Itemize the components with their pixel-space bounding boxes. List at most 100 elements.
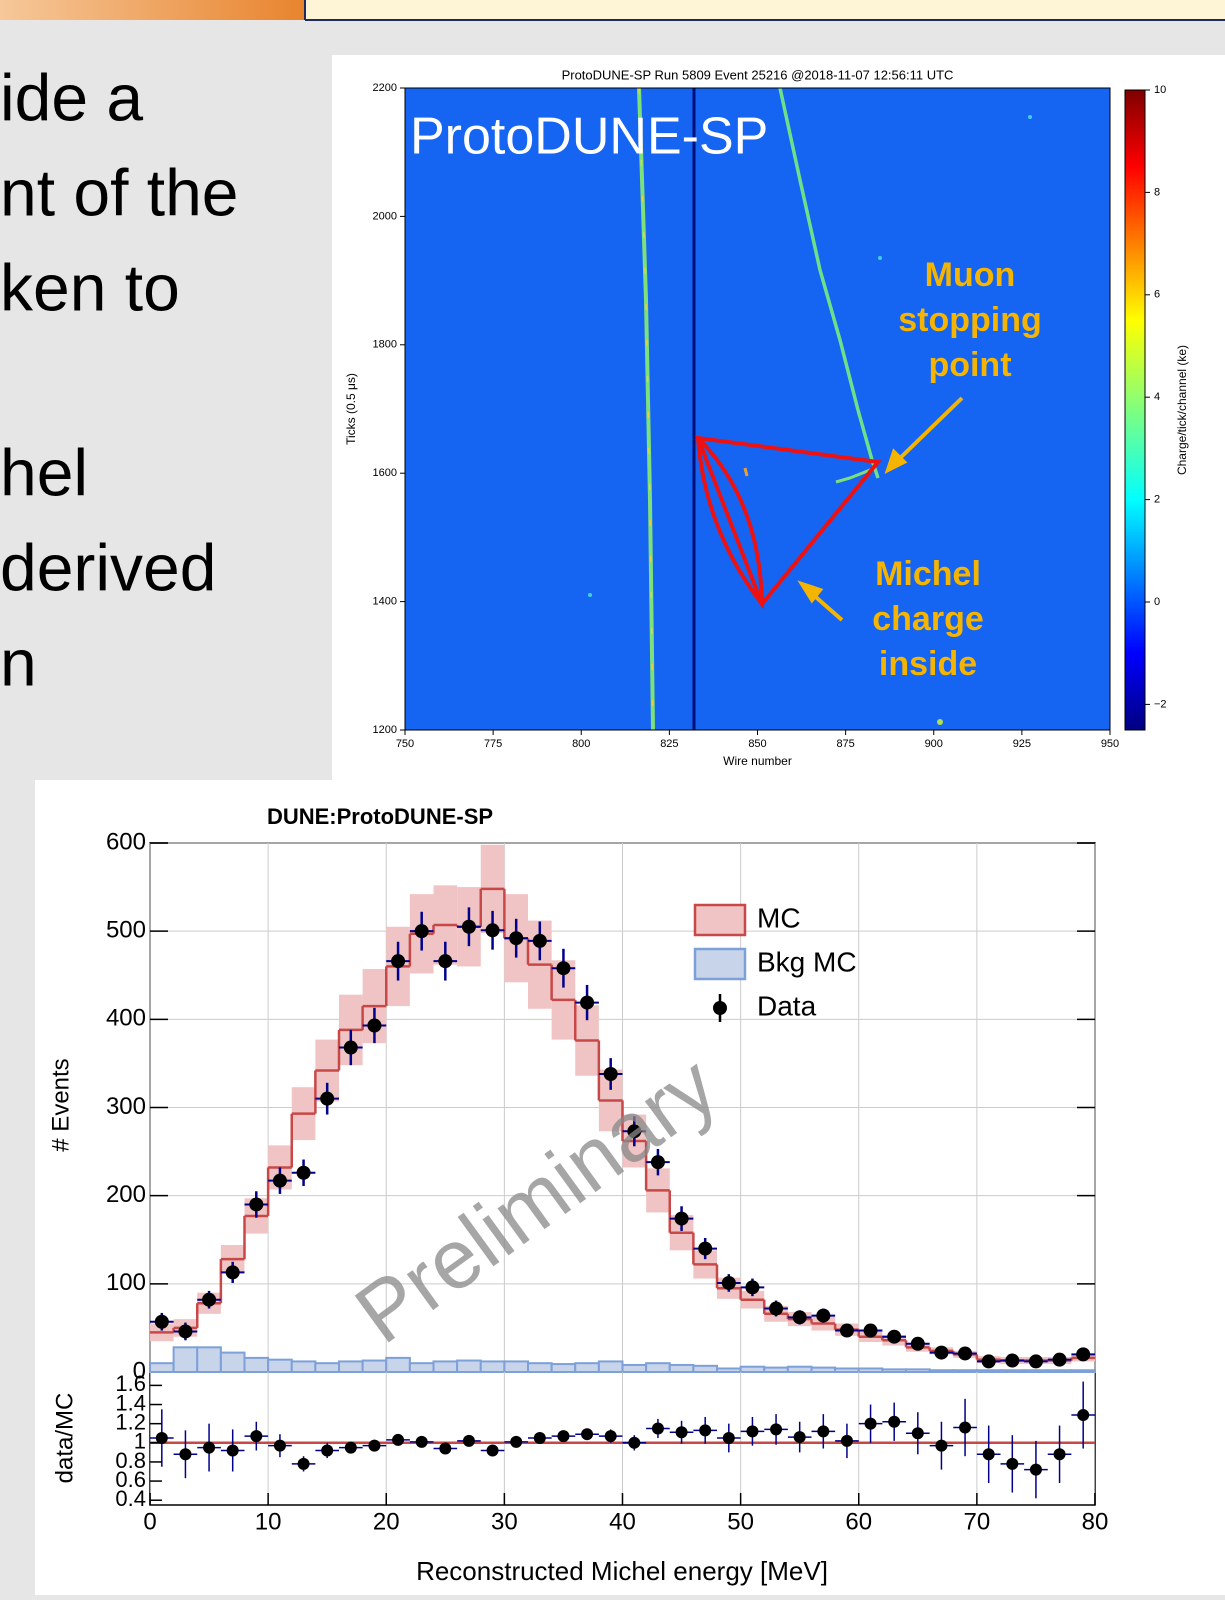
x-tick-label: 10 — [255, 1508, 282, 1535]
ratio-point — [227, 1444, 239, 1456]
bkg-bar — [268, 1360, 292, 1372]
bkg-bar — [930, 1370, 954, 1372]
hit — [1028, 115, 1032, 119]
y-tick-label: 500 — [106, 917, 146, 944]
data-point — [958, 1346, 972, 1360]
ratio-point — [1054, 1448, 1066, 1460]
ratio-point — [510, 1436, 522, 1448]
ratio-point — [439, 1443, 451, 1455]
data-point — [533, 934, 547, 948]
annotation: inside — [879, 645, 977, 683]
bkg-bar — [221, 1353, 245, 1372]
ratio-point — [676, 1426, 688, 1438]
legend-swatch — [713, 1001, 727, 1015]
bkg-bar — [693, 1366, 717, 1372]
ratio-point — [723, 1432, 735, 1444]
bkg-bar — [339, 1361, 363, 1372]
bkg-bar — [623, 1365, 647, 1372]
y-tick-label: 1600 — [373, 467, 397, 479]
ratio-point — [983, 1448, 995, 1460]
y-axis-label: data/MC — [51, 1393, 78, 1484]
data-point — [415, 924, 429, 938]
data-point — [391, 954, 405, 968]
data-point — [722, 1276, 736, 1290]
ratio-point — [203, 1442, 215, 1454]
chart-title: DUNE:ProtoDUNE-SP — [267, 804, 493, 829]
y-tick-label: 1200 — [373, 724, 397, 736]
bkg-bar — [882, 1369, 906, 1372]
bkg-bar — [812, 1368, 836, 1372]
y-tick-label: 300 — [106, 1093, 146, 1120]
data-point — [604, 1067, 618, 1081]
data-point — [297, 1166, 311, 1180]
x-axis-label: Reconstructed Michel energy [MeV] — [416, 1556, 828, 1586]
page: {"slide_text": ["ide a", "nt of the", "k… — [0, 0, 1225, 1595]
legend-swatch — [695, 905, 745, 935]
data-point — [793, 1310, 807, 1324]
x-tick-label: 850 — [748, 738, 766, 750]
annotation: Michel — [875, 555, 981, 593]
x-tick-label: 80 — [1082, 1508, 1109, 1535]
bkg-bar — [386, 1358, 410, 1372]
bkg-bar — [457, 1361, 481, 1372]
x-axis-label: Wire number — [723, 754, 792, 768]
ratio-point — [463, 1435, 475, 1447]
colorbar — [1125, 90, 1145, 730]
event-display — [405, 88, 1110, 730]
data-point — [226, 1265, 240, 1279]
ratio-point — [368, 1440, 380, 1452]
bkg-bar — [1024, 1370, 1048, 1372]
data-point — [580, 996, 594, 1010]
x-tick-label: 800 — [572, 738, 590, 750]
colorbar-tick-label: 2 — [1154, 494, 1160, 506]
ratio-point — [628, 1437, 640, 1449]
bkg-bar — [835, 1368, 859, 1372]
ratio-point — [912, 1427, 924, 1439]
ratio-point — [770, 1423, 782, 1435]
ratio-point — [699, 1424, 711, 1436]
data-point — [249, 1197, 263, 1211]
data-point — [911, 1337, 925, 1351]
hit — [588, 593, 592, 597]
slide-text-line: ken to — [0, 250, 180, 324]
slide: ide ant of theken tohelderivedn ProtoDUN… — [0, 0, 1225, 1595]
bkg-bar — [552, 1364, 576, 1372]
bkg-bar — [363, 1361, 387, 1372]
data-point — [344, 1041, 358, 1055]
slide-text-line: n — [0, 625, 37, 699]
annotation: stopping — [898, 301, 1042, 339]
ratio-point — [817, 1425, 829, 1437]
colorbar-tick-label: 4 — [1154, 391, 1160, 403]
bkg-bar — [504, 1361, 528, 1372]
y-axis-label: Ticks (0.5 μs) — [344, 373, 358, 445]
ratio-point — [274, 1440, 286, 1452]
bkg-bar — [953, 1370, 977, 1372]
y-tick-label: 1400 — [373, 596, 397, 608]
bkg-bar — [174, 1347, 198, 1372]
ratio-point — [1030, 1464, 1042, 1476]
legend-label: MC — [757, 902, 801, 933]
ratio-point — [416, 1436, 428, 1448]
annotation: charge — [872, 600, 984, 638]
x-tick-label: 925 — [1013, 738, 1031, 750]
x-tick-label: 60 — [845, 1508, 872, 1535]
data-point — [462, 920, 476, 934]
bkg-bar — [481, 1361, 505, 1372]
hit — [878, 256, 882, 260]
hit — [745, 468, 747, 476]
colorbar-label: Charge/tick/channel (ke) — [1175, 345, 1189, 475]
ratio-point — [605, 1430, 617, 1442]
y-tick-label: 200 — [106, 1181, 146, 1208]
x-tick-label: 875 — [836, 738, 854, 750]
bkg-bar — [575, 1363, 599, 1372]
bkg-bar — [197, 1347, 221, 1372]
data-point — [1053, 1353, 1067, 1367]
data-point — [1076, 1347, 1090, 1361]
x-tick-label: 50 — [727, 1508, 754, 1535]
y-tick-label: 2200 — [373, 82, 397, 94]
data-point — [1029, 1354, 1043, 1368]
ratio-point — [652, 1422, 664, 1434]
ratio-point — [959, 1421, 971, 1433]
ratio-point — [888, 1416, 900, 1428]
ratio-point — [534, 1432, 546, 1444]
